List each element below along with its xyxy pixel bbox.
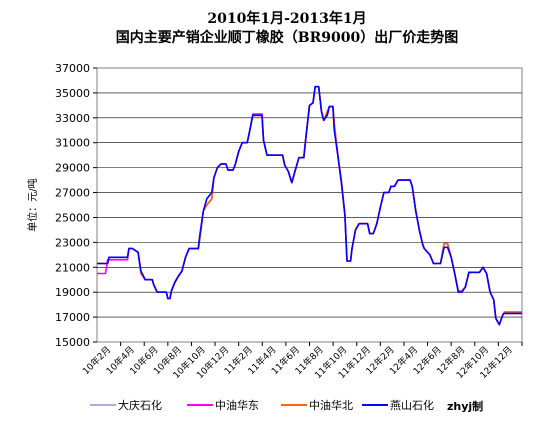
x-axis-ticks: 10年2月10年4月10年6月10年8月10年10月10年12月11年2月11年… <box>80 342 523 381</box>
y-tick-label: 31000 <box>55 137 90 150</box>
y-tick-label: 23000 <box>55 236 90 249</box>
chart-subtitle: 国内主要产销企业顺丁橡胶（BR9000）出厂价走势图 <box>116 29 458 46</box>
y-tick-label: 27000 <box>55 187 90 200</box>
series-lines <box>97 85 522 326</box>
legend-label: 中油华东 <box>215 398 259 412</box>
y-tick-label: 15000 <box>55 336 90 349</box>
y-tick-label: 25000 <box>55 211 90 224</box>
y-tick-label: 17000 <box>55 311 90 324</box>
chart-credit: zhyj制 <box>447 399 483 413</box>
y-tick-label: 21000 <box>55 261 90 274</box>
legend-label: 大庆石化 <box>118 398 162 412</box>
y-tick-label: 37000 <box>55 62 90 75</box>
y-tick-label: 35000 <box>55 87 90 100</box>
y-tick-label: 19000 <box>55 286 90 299</box>
y-axis-ticks: 37000 35000 33000 31000 29000 27000 25000 23000… <box>55 62 97 349</box>
y-tick-label: 33000 <box>55 112 90 125</box>
chart-title: 2010年1月-2013年1月 <box>207 10 366 27</box>
grid-lines <box>97 92 522 318</box>
legend-label: 中油华北 <box>309 398 353 412</box>
legend: 大庆石化 中油华东 中油华北 燕山石化 <box>90 398 434 412</box>
legend-label: 燕山石化 <box>390 398 434 412</box>
series-line-4 <box>97 85 522 326</box>
y-tick-label: 29000 <box>55 162 90 175</box>
y-axis-label: 单位：元/吨 <box>26 178 39 231</box>
